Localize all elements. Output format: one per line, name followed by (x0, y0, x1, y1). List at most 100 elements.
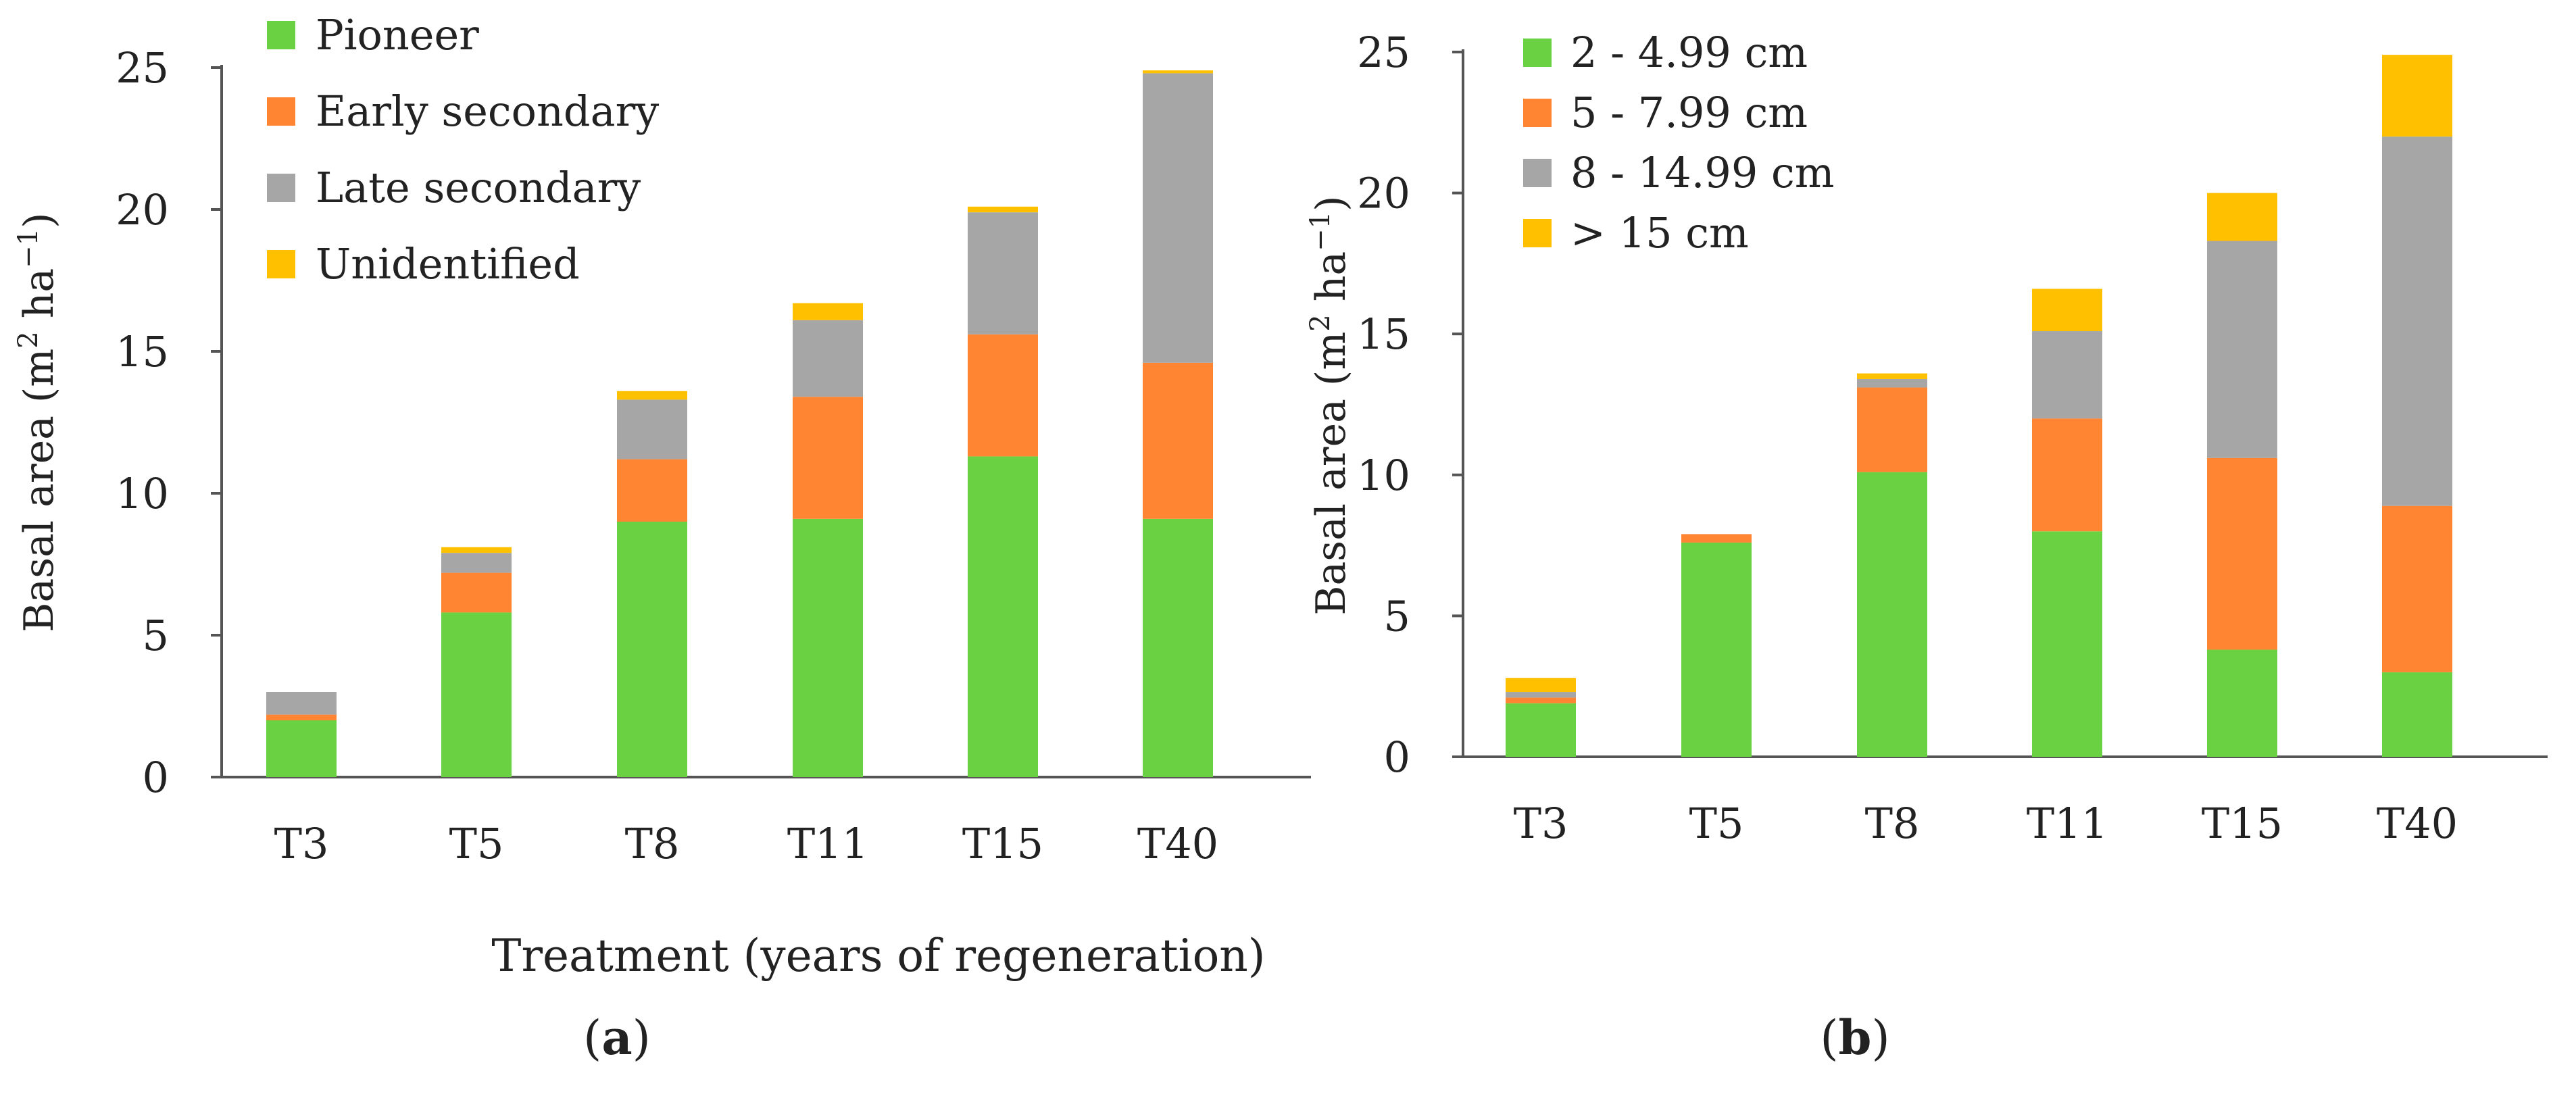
y-axis-label-part: ) (16, 212, 63, 228)
panel-label-open: ( (583, 1010, 601, 1066)
legend-swatch (1523, 99, 1552, 127)
bar-segment-t8-s2 (1857, 378, 1927, 388)
panel-label: (a) (583, 1010, 651, 1066)
bar-segment-t11-s2 (2032, 331, 2102, 419)
bar-segment-t3-s0 (1506, 703, 1576, 757)
bar-segment-t40-s0 (2382, 672, 2452, 757)
x-tick-label: T11 (2027, 799, 2108, 848)
bar-segment-t11-s1 (793, 397, 863, 519)
y-axis-label-part: Basal area (m (16, 349, 63, 632)
bar-segment-t11-s1 (2032, 418, 2102, 532)
legend-swatch (1523, 219, 1552, 247)
bar-segment-t8-s0 (1857, 472, 1927, 757)
x-tick-label: T5 (449, 819, 504, 868)
bar-segment-t5-s2 (441, 553, 512, 573)
legend-label: > 15 cm (1570, 208, 1749, 257)
bar-segment-t8-s0 (617, 522, 687, 777)
y-axis-label-superscript: 2 (13, 331, 44, 348)
x-tick-label: T8 (1865, 799, 1920, 848)
bar-segment-t15-s3 (968, 206, 1038, 213)
panel-label-open: ( (1820, 1010, 1838, 1066)
y-axis-label-part: Basal area (m (1308, 332, 1355, 616)
bar-segment-t11-s0 (2032, 531, 2102, 757)
legend-label: 2 - 4.99 cm (1570, 28, 1808, 77)
y-tick-label: 20 (116, 185, 169, 234)
bar-segment-t3-s1 (266, 714, 337, 720)
x-tick-label: T3 (274, 819, 329, 868)
y-tick-label: 20 (1357, 169, 1410, 218)
bar-segment-t8-s1 (617, 459, 687, 522)
x-axis-title: Treatment (years of regeneration) (491, 930, 1265, 982)
bar-segment-t5-s3 (441, 547, 512, 553)
chart-panel-b: 0 5 10 15 20 25 T3 T5 T8 T11 T15 T40 2 - 4.99 cm 5 - … (1305, 28, 2548, 1066)
bar-segment-t11-s3 (2032, 289, 2102, 332)
x-tick-label: T11 (787, 819, 868, 868)
y-tick-label: 15 (116, 327, 169, 376)
x-tick-label: T15 (2202, 799, 2283, 848)
bar-segment-t11-s3 (793, 303, 863, 320)
bar-segment-t3-s2 (266, 692, 337, 715)
bar-segment-t40-s2 (2382, 136, 2452, 506)
y-tick-label: 25 (116, 43, 169, 93)
bar-segment-t5-s1 (1681, 534, 1752, 543)
bar-segment-t40-s3 (1143, 70, 1213, 74)
panel-label: (b) (1820, 1010, 1890, 1066)
bar-segment-t8-s3 (617, 391, 687, 400)
bar-segment-t3-s3 (1506, 678, 1576, 693)
bar-segment-t5-s1 (441, 572, 512, 613)
bar-segment-t5-s0 (1681, 542, 1752, 757)
legend-swatch (267, 97, 295, 126)
y-tick-label: 25 (1357, 28, 1410, 77)
x-tick-label: T40 (2377, 799, 2458, 848)
y-axis-label: Basal area (m2 ha−1) (13, 212, 63, 632)
bar-segment-t3-s0 (266, 720, 337, 777)
legend-label: Early secondary (316, 86, 659, 136)
legend-swatch (1523, 159, 1552, 187)
bar-segment-t15-s1 (968, 334, 1038, 457)
y-axis-label-superscript: −1 (13, 228, 44, 268)
y-tick-label: 0 (1384, 732, 1410, 782)
legend-swatch (267, 174, 295, 202)
x-tick-label: T3 (1514, 799, 1568, 848)
panel-label-letter: a (601, 1010, 632, 1066)
legend-label: Pioneer (316, 10, 479, 59)
bar-segment-t3-s1 (1506, 697, 1576, 703)
y-axis-label-superscript: 2 (1305, 314, 1336, 331)
x-tick-label: T40 (1137, 819, 1218, 868)
y-axis-label-part: ) (1308, 195, 1355, 211)
bar-segment-t15-s1 (2207, 457, 2277, 650)
bar-segment-t15-s3 (2207, 193, 2277, 241)
y-axis-label-superscript: −1 (1305, 212, 1336, 251)
bar-segment-t15-s2 (968, 212, 1038, 334)
bar-segment-t8-s3 (1857, 373, 1927, 379)
panel-label-close: ) (1871, 1010, 1889, 1066)
bar-segment-t8-s2 (617, 399, 687, 459)
bar-segment-t15-s0 (968, 456, 1038, 777)
legend-swatch (267, 21, 295, 49)
y-tick-label: 15 (1357, 309, 1410, 359)
legend-label: Unidentified (316, 239, 580, 289)
y-tick-label: 5 (143, 611, 169, 660)
bar-segment-t3-s2 (1506, 692, 1576, 698)
bar-segment-t5-s0 (441, 612, 512, 777)
x-tick-label: T5 (1689, 799, 1744, 848)
y-axis-label-part: ha (16, 268, 63, 332)
legend-swatch (267, 250, 295, 278)
y-axis-label-part: ha (1308, 251, 1355, 315)
bar-segment-t15-s2 (2207, 241, 2277, 458)
bar-segment-t11-s0 (793, 518, 863, 777)
bar-segment-t40-s3 (2382, 55, 2452, 137)
y-tick-label: 5 (1384, 591, 1410, 641)
bar-segment-t40-s1 (1143, 362, 1213, 519)
x-tick-label: T8 (625, 819, 680, 868)
bar-segment-t40-s2 (1143, 73, 1213, 363)
bar-segment-t40-s1 (2382, 505, 2452, 672)
panel-label-letter: b (1839, 1010, 1872, 1066)
legend-swatch (1523, 39, 1552, 67)
x-tick-label: T15 (962, 819, 1043, 868)
y-axis-label: Basal area (m2 ha−1) (1305, 195, 1355, 615)
bar-segment-t8-s1 (1857, 387, 1927, 472)
bar-segment-t11-s2 (793, 320, 863, 397)
panel-label-close: ) (633, 1010, 651, 1066)
